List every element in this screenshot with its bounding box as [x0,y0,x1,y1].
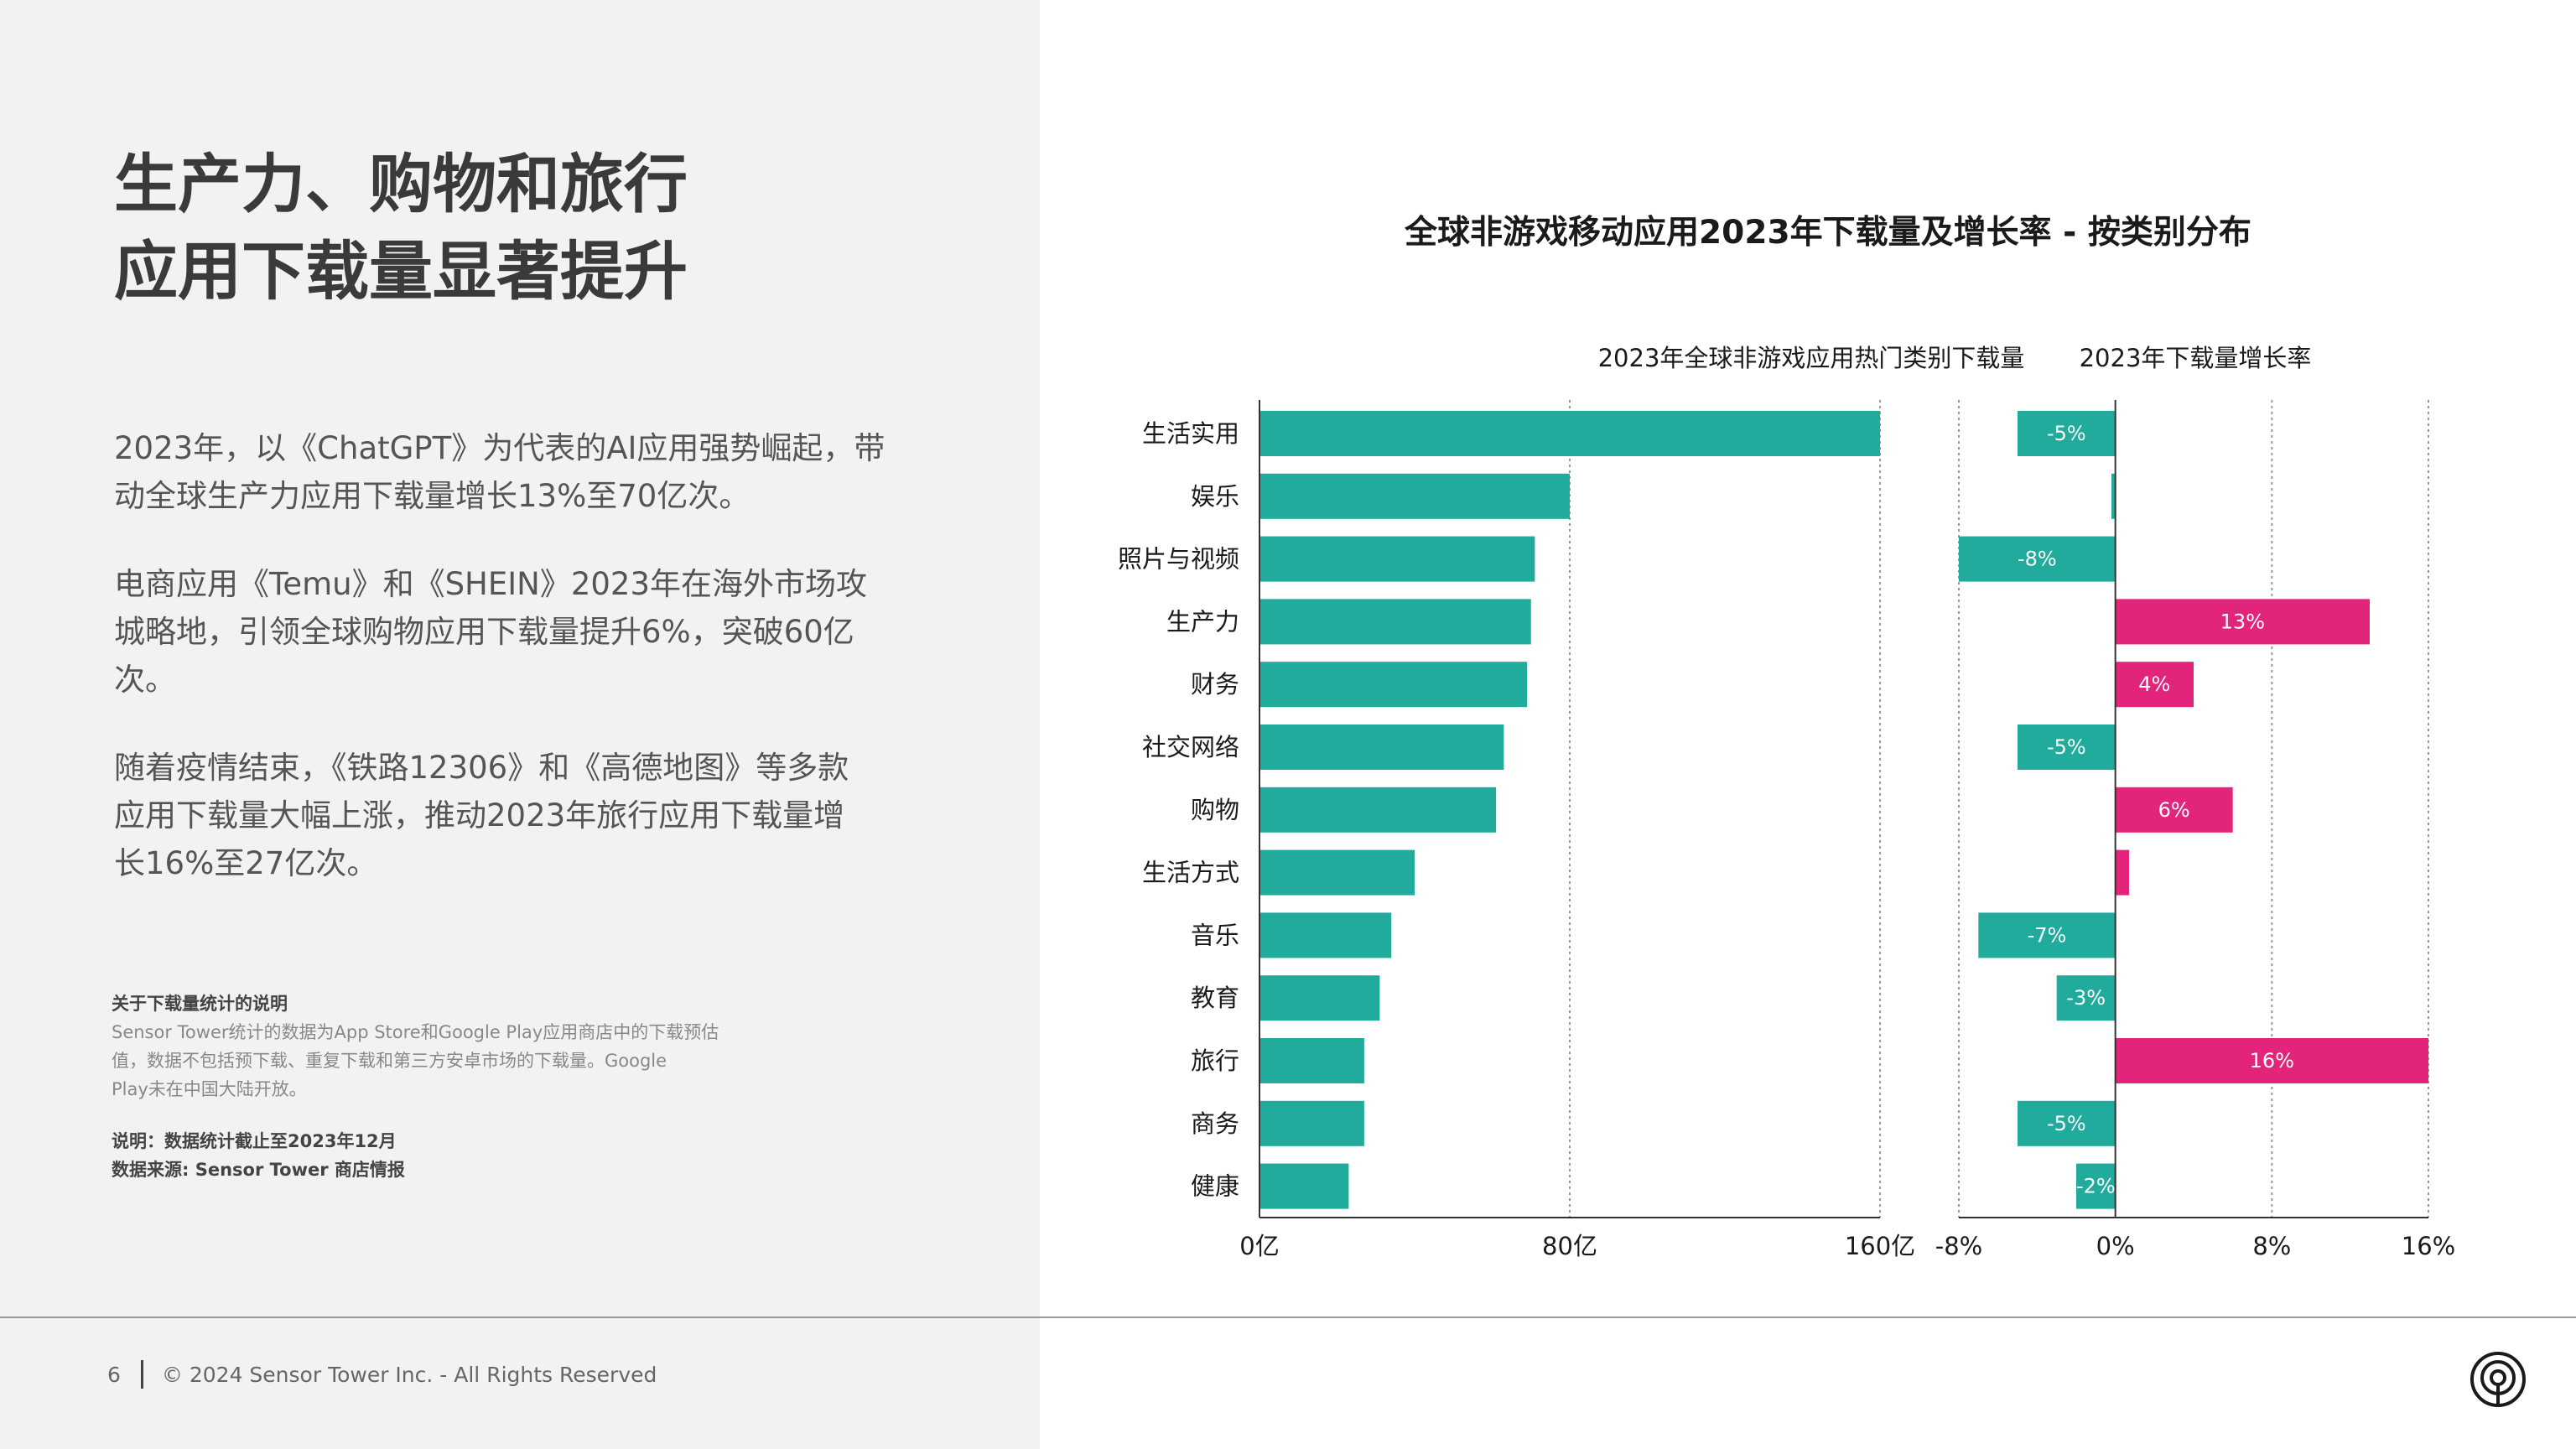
data-label: -5% [2047,735,2086,759]
bar [1259,473,1570,519]
paragraph-line: 应用下载量大幅上涨，推动2023年旅行应用下载量增 [114,797,845,834]
data-label: -5% [2047,422,2086,445]
chart-2-title: 2023年下载量增长率 [2079,344,2312,372]
category-label: 娱乐 [1191,482,1239,511]
chart-1-title: 2023年全球非游戏应用热门类别下载量 [1597,344,2025,372]
page-number: 6 [107,1362,121,1387]
footer-divider [0,1317,2576,1318]
category-label: 音乐 [1191,921,1239,949]
category-label: 生活方式 [1142,859,1239,887]
category-label: 商务 [1191,1109,1239,1138]
paragraph-line: 长16%至27亿次。 [114,845,378,881]
paragraph-ai: 2023年，以《ChatGPT》为代表的AI应用强势崛起，带 动全球生产力应用下… [114,424,919,520]
source-notes: 说明：数据统计截止至2023年12月 数据来源: Sensor Tower 商店… [112,1127,782,1184]
bar [1259,724,1504,770]
paragraph-travel: 随着疫情结束，《铁路12306》和《高德地图》等多款 应用下载量大幅上涨，推动2… [114,744,919,887]
bar [1259,849,1415,896]
data-label: 6% [2158,798,2190,822]
paragraph-line: 2023年，以《ChatGPT》为代表的AI应用强势崛起，带 [114,430,886,466]
paragraph-line: 电商应用《Temu》和《SHEIN》2023年在海外市场攻 [114,566,868,602]
copyright: © 2024 Sensor Tower Inc. - All Rights Re… [161,1362,657,1387]
data-label: -8% [2018,548,2057,571]
notes-line: Sensor Tower统计的数据为App Store和Google Play应… [112,1022,719,1042]
data-label: 4% [2138,673,2170,696]
bar [1259,1100,1364,1146]
bar [1259,662,1528,708]
x-tick-label: 160亿 [1845,1232,1915,1260]
category-label: 财务 [1191,670,1239,699]
data-label: 16% [2250,1049,2294,1072]
bar [1259,787,1497,833]
category-label: 社交网络 [1142,733,1239,761]
bar [1259,411,1880,456]
notes-title: 关于下载量统计的说明 [112,994,288,1014]
bar [1259,1163,1349,1209]
paragraph-line: 城略地，引领全球购物应用下载量提升6%，突破60亿 [114,614,854,650]
left-panel [0,0,1040,1449]
growth-bar [1959,536,2116,582]
data-label: -5% [2047,1112,2086,1135]
x-tick-label: 80亿 [1542,1232,1597,1260]
growth-bar [1978,912,2116,958]
category-label: 教育 [1191,984,1239,1012]
paragraph-line: 动全球生产力应用下载量增长13%至70亿次。 [114,478,750,514]
data-label: -7% [2028,923,2067,947]
growth-bar [2115,787,2233,833]
x-tick-label: 0% [2096,1232,2135,1260]
footer: 6 © 2024 Sensor Tower Inc. - All Rights … [107,1360,657,1389]
paragraph-line: 随着疫情结束，《铁路12306》和《高德地图》等多款 [114,750,849,786]
x-tick-label: 0亿 [1239,1232,1279,1260]
sensor-tower-logo-icon [2470,1352,2526,1407]
growth-bar [2018,411,2116,456]
headline-line-2: 应用下载量显著提升 [114,234,688,309]
download-notes: 关于下载量统计的说明 Sensor Tower统计的数据为App Store和G… [112,989,782,1104]
headline-line-1: 生产力、购物和旅行 [114,147,688,221]
growth-bar [2115,1038,2428,1083]
paragraph-shopping: 电商应用《Temu》和《SHEIN》2023年在海外市场攻 城略地，引领全球购物… [114,560,919,704]
category-label: 生活实用 [1142,419,1239,448]
growth-bar [2115,599,2370,645]
category-label: 健康 [1191,1172,1239,1201]
growth-bar [2056,975,2116,1021]
category-label: 生产力 [1166,607,1239,636]
category-label: 照片与视频 [1118,545,1239,574]
notes-line: Play未在中国大陆开放。 [112,1079,307,1099]
growth-bar [2076,1163,2116,1209]
category-label: 购物 [1191,796,1239,824]
category-label: 旅行 [1191,1046,1239,1075]
bar [1259,599,1531,645]
chart-title: 全球非游戏移动应用2023年下载量及增长率 - 按类别分布 [1405,214,2251,252]
paragraph-line: 次。 [114,662,176,698]
page-headline: 生产力、购物和旅行 应用下载量显著提升 [114,141,953,315]
growth-bar [2018,724,2116,770]
bar [1259,912,1392,958]
growth-bar [2111,473,2116,519]
growth-bar [2018,1100,2116,1146]
data-label: -3% [2066,986,2106,1010]
data-label: 13% [2220,610,2265,633]
notes-explanation: 说明：数据统计截止至2023年12月 [112,1131,397,1151]
x-tick-label: -8% [1935,1232,1982,1260]
notes-source: 数据来源: Sensor Tower 商店情报 [112,1160,405,1180]
data-label: -2% [2076,1175,2116,1198]
footer-separator [140,1360,143,1389]
x-tick-label: 8% [2252,1232,2291,1260]
bar [1259,975,1380,1021]
bar [1259,536,1535,582]
growth-bar [2115,662,2194,708]
x-tick-label: 16% [2402,1232,2455,1260]
bar [1259,1038,1364,1083]
growth-bar [2115,849,2129,896]
notes-line: 值，数据不包括预下载、重复下载和第三方安卓市场的下载量。Google [112,1051,667,1071]
